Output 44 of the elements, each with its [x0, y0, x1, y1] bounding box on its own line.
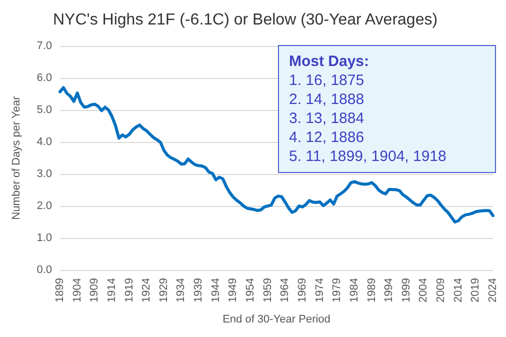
y-tick-label: 6.0 — [36, 72, 52, 84]
y-tick-label: 5.0 — [36, 104, 52, 116]
x-tick-label: 1929 — [158, 278, 170, 302]
x-tick-label: 1959 — [262, 278, 274, 302]
x-tick-label: 2009 — [435, 278, 448, 302]
y-tick-label: 0.0 — [36, 264, 52, 276]
x-tick-label: 1944 — [210, 278, 222, 302]
line-series — [58, 86, 494, 224]
x-tick-label: 1934 — [175, 278, 188, 302]
x-tick-label: 1924 — [140, 278, 153, 302]
y-tick-label: 7.0 — [36, 40, 52, 52]
annotation: 4. 12, 1886 — [289, 128, 366, 147]
x-tick-label: 1974 — [314, 278, 326, 302]
x-tick-label: 1979 — [331, 278, 344, 302]
x-tick-label: 2004 — [418, 278, 430, 302]
x-tick-label: 1949 — [227, 278, 240, 302]
x-axis-title: End of 30-Year Period — [222, 314, 330, 326]
annotation: 1. 16, 1875 — [289, 71, 366, 90]
y-tick-label: 1.0 — [36, 232, 52, 244]
x-tick-label: 1984 — [348, 278, 360, 302]
annotation: Most Days: — [289, 52, 370, 71]
x-tick-label: 1919 — [123, 278, 136, 302]
x-tick-label: 2019 — [470, 278, 482, 302]
x-tick-label: 1954 — [244, 278, 257, 302]
x-tick-label: 1909 — [88, 278, 101, 302]
x-tick-label: 1969 — [296, 278, 308, 302]
x-tick-label: 1964 — [279, 278, 292, 302]
x-tick-label: 1939 — [192, 278, 205, 302]
annotation: 5. 11, 1899, 1904, 1918 — [289, 147, 448, 166]
x-tick-label: 1914 — [106, 278, 118, 302]
x-tick-label: 1899 — [54, 278, 66, 302]
y-tick-label: 4.0 — [36, 136, 52, 148]
x-tick-label: 2014 — [452, 278, 464, 302]
y-axis-title: Number of Days per Year — [10, 96, 22, 220]
y-tick-label: 3.0 — [36, 168, 52, 180]
x-tick-label: 1999 — [400, 278, 412, 302]
x-tick-label: 1904 — [71, 278, 84, 302]
y-tick-label: 2.0 — [36, 200, 52, 212]
x-tick-label: 2024 — [487, 278, 499, 302]
annotation: 2. 14, 1888 — [289, 90, 366, 109]
chart-title: NYC's Highs 21F (-6.1C) or Below (30-Year Averages) — [53, 12, 438, 28]
annotation: 3. 13, 1884 — [289, 109, 366, 128]
x-tick-label: 1989 — [366, 278, 378, 302]
x-tick-label: 1994 — [383, 278, 396, 302]
